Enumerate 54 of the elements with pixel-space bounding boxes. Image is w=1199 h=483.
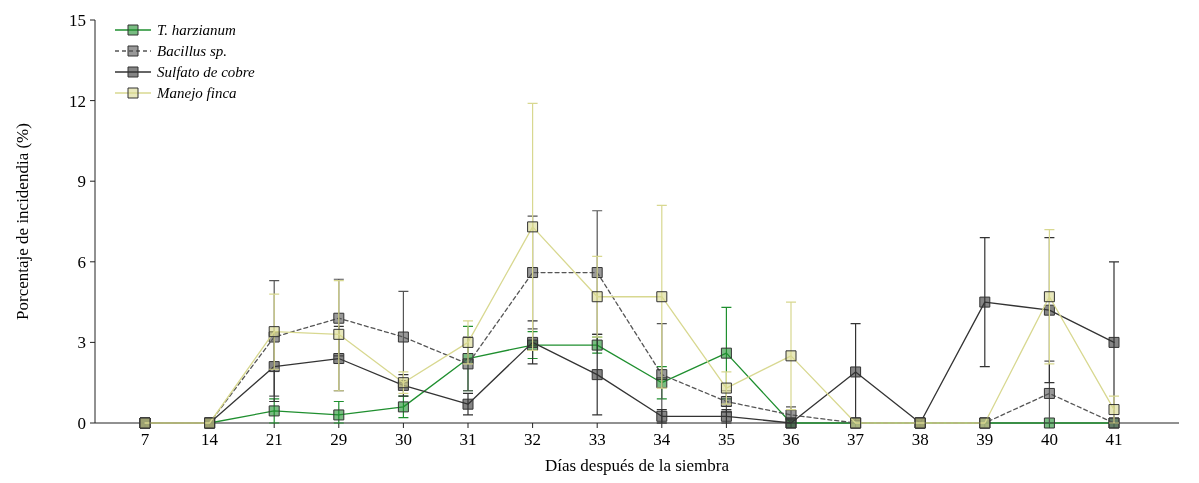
point [1043, 387, 1055, 399]
x-tick-label: 21 [265, 430, 283, 449]
y-tick-label: 3 [77, 333, 86, 353]
point [591, 291, 603, 303]
point [979, 296, 991, 308]
point [268, 405, 280, 417]
point [1108, 404, 1120, 416]
point [333, 312, 345, 324]
point [462, 336, 474, 348]
x-tick-label: 31 [459, 430, 477, 449]
point [591, 369, 603, 381]
point [462, 398, 474, 410]
x-tick-label: 35 [717, 430, 735, 449]
x-tick-label: 37 [847, 430, 865, 449]
x-tick-label: 38 [911, 430, 929, 449]
x-tick-label: 29 [330, 430, 348, 449]
x-tick-label: 41 [1105, 430, 1123, 449]
x-tick-label: 34 [653, 430, 671, 449]
point [268, 326, 280, 338]
point [656, 369, 668, 381]
point [785, 350, 797, 362]
point [333, 353, 345, 365]
point [333, 328, 345, 340]
y-tick-label: 0 [77, 413, 86, 433]
point [720, 347, 732, 359]
legend-label: Sulfato de cobre [157, 64, 256, 81]
point [656, 291, 668, 303]
point [333, 409, 345, 421]
point [397, 331, 409, 343]
x-tick-label: 39 [976, 430, 994, 449]
y-tick-label: 9 [77, 172, 86, 192]
x-tick-label: 30 [394, 430, 412, 449]
point [527, 267, 539, 279]
legend-label: Bacillus sp. [157, 43, 227, 60]
point [1108, 336, 1120, 348]
point [850, 366, 862, 378]
x-tick-label: 32 [524, 430, 542, 449]
y-axis-title: Porcentaje de incidendia (%) [13, 123, 32, 320]
y-tick-label: 6 [77, 252, 86, 272]
x-tick-label: 7 [140, 430, 150, 449]
point [397, 401, 409, 413]
point [1043, 291, 1055, 303]
x-axis-title: Días después de la siembra [544, 456, 730, 475]
x-tick-label: 33 [588, 430, 606, 449]
legend-label: T. harzianum [157, 22, 237, 39]
legend-label: Manejo finca [156, 85, 237, 102]
y-tick-label: 15 [69, 10, 86, 30]
x-tick-label: 40 [1040, 430, 1058, 449]
y-tick-label: 12 [69, 91, 86, 111]
x-tick-label: 14 [201, 430, 219, 449]
x-tick-label: 36 [782, 430, 800, 449]
point [720, 382, 732, 394]
point [527, 221, 539, 233]
point [591, 267, 603, 279]
